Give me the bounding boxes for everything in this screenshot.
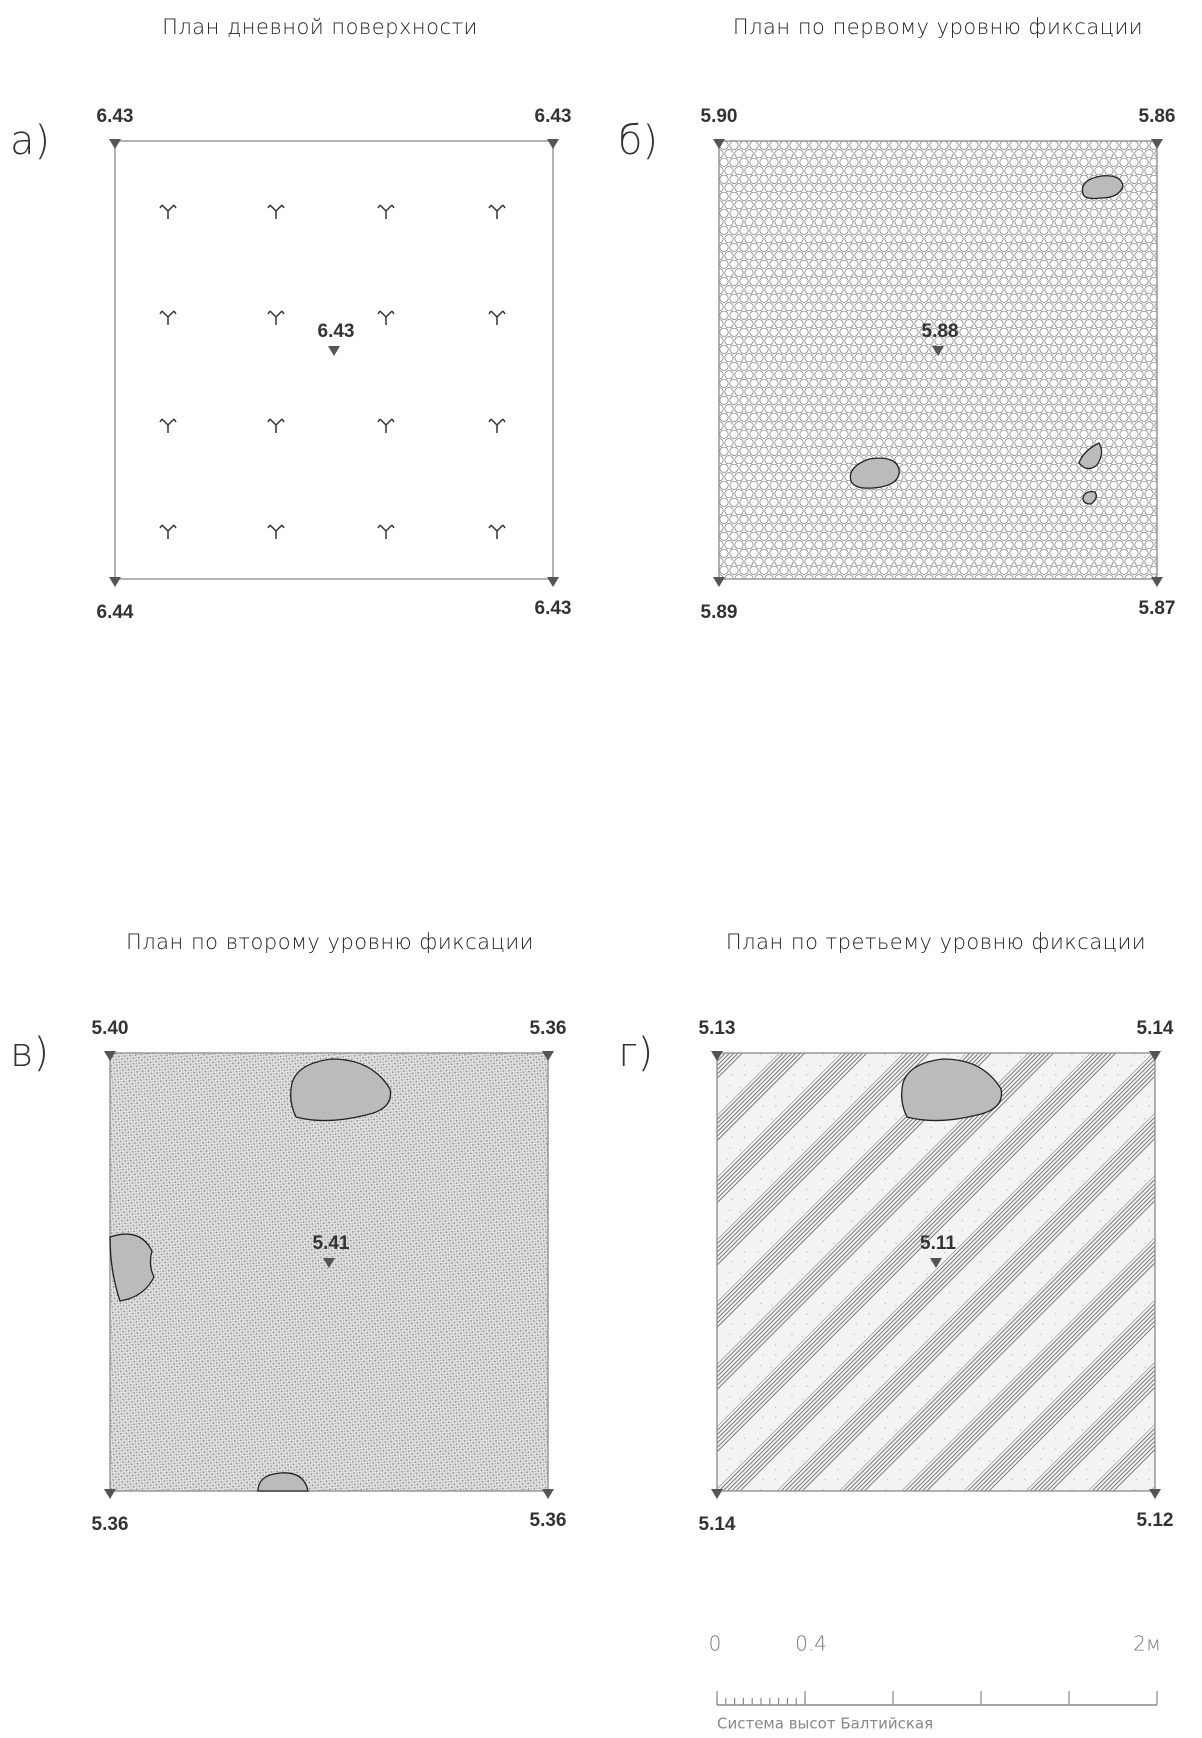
- vegetation-symbol: [267, 524, 285, 539]
- vegetation-symbol: [377, 204, 395, 219]
- vegetation-symbol: [267, 418, 285, 433]
- panel-letter: в): [10, 1030, 49, 1076]
- corner-elevation: 6.43: [535, 598, 572, 619]
- scale-label: 0: [709, 1632, 722, 1656]
- vegetation-symbol: [488, 310, 506, 325]
- scale-bar: 0 0.4 2м Система высот Балтийская: [709, 1632, 1161, 1733]
- corner-elevation: 5.14: [699, 1514, 736, 1535]
- panel-title: План по третьему уровню фиксации: [726, 930, 1146, 954]
- scale-label: 2м: [1133, 1632, 1161, 1656]
- elevation-marker: [1151, 577, 1163, 587]
- panel-letter: а): [10, 118, 50, 164]
- elevation-marker: [1149, 1489, 1161, 1499]
- stone: [849, 457, 900, 489]
- vegetation-symbol: [377, 310, 395, 325]
- elevation-marker: [109, 139, 121, 149]
- panel-letter: г): [618, 1030, 653, 1076]
- elevation-marker: [930, 1258, 942, 1268]
- vegetation-symbol: [159, 204, 177, 219]
- vegetation-symbol: [159, 524, 177, 539]
- elevation-marker: [104, 1489, 116, 1499]
- elevation-marker: [542, 1489, 554, 1499]
- vegetation-symbol: [377, 418, 395, 433]
- corner-elevation: 5.12: [1137, 1510, 1174, 1531]
- elevation-marker: [323, 1258, 335, 1268]
- corner-elevation: 5.40: [92, 1018, 129, 1039]
- stone: [1078, 442, 1103, 470]
- plan-area: [718, 140, 1158, 580]
- corner-elevation: 5.36: [92, 1514, 129, 1535]
- corner-elevation: 6.43: [535, 106, 572, 127]
- corner-elevation: 5.13: [699, 1018, 736, 1039]
- elevation-marker: [328, 346, 340, 356]
- vegetation-symbol: [488, 204, 506, 219]
- plan-panel: 6.43 6.43 6.44 6.43 6.43: [97, 106, 572, 623]
- vegetation-symbol: [488, 524, 506, 539]
- vegetation-symbol: [267, 310, 285, 325]
- elevation-marker: [711, 1051, 723, 1061]
- center-elevation: 6.43: [318, 321, 355, 342]
- panel-letter: б): [618, 118, 658, 164]
- elevation-marker: [547, 139, 559, 149]
- stone: [109, 1233, 155, 1302]
- elevation-marker: [104, 1051, 116, 1061]
- elevation-marker: [1149, 1051, 1161, 1061]
- elevation-marker: [713, 577, 725, 587]
- plan-panel: 5.40 5.36 5.36 5.36 5.41: [92, 1018, 567, 1535]
- elevation-marker: [547, 577, 559, 587]
- center-elevation: 5.41: [313, 1233, 350, 1254]
- elevation-marker: [542, 1051, 554, 1061]
- scale-caption: Система высот Балтийская: [717, 1715, 933, 1733]
- panel-title: План по первому уровню фиксации: [733, 15, 1143, 39]
- vegetation-symbol: [159, 310, 177, 325]
- elevation-marker: [932, 346, 944, 356]
- corner-elevation: 6.43: [97, 106, 134, 127]
- corner-elevation: 5.90: [701, 106, 738, 127]
- stone: [901, 1058, 1003, 1122]
- vegetation-symbol: [377, 524, 395, 539]
- center-elevation: 5.11: [920, 1233, 956, 1254]
- elevation-marker: [109, 577, 121, 587]
- center-elevation: 5.88: [922, 321, 959, 342]
- vegetation-symbol: [267, 204, 285, 219]
- corner-elevation: 5.86: [1139, 106, 1176, 127]
- stone: [1081, 175, 1124, 200]
- plan-area: [109, 1052, 549, 1492]
- stone: [257, 1472, 309, 1492]
- scale-label: 0.4: [795, 1632, 827, 1656]
- corner-elevation: 5.14: [1137, 1018, 1174, 1039]
- plan-panel: 5.13 5.14 5.14 5.12 5.11: [699, 1018, 1174, 1535]
- vegetation-symbol: [488, 418, 506, 433]
- vegetation-symbol: [159, 418, 177, 433]
- panel-title: План по второму уровню фиксации: [126, 930, 534, 954]
- plan-area: [114, 140, 554, 580]
- elevation-marker: [713, 139, 725, 149]
- elevation-marker: [1151, 139, 1163, 149]
- corner-elevation: 5.87: [1139, 598, 1176, 619]
- corner-elevation: 5.36: [530, 1018, 567, 1039]
- stone: [1082, 490, 1097, 505]
- stone: [290, 1058, 392, 1122]
- elevation-marker: [711, 1489, 723, 1499]
- plan-panel: 5.90 5.86 5.89 5.87 5.88: [701, 106, 1176, 623]
- corner-elevation: 6.44: [97, 602, 134, 623]
- corner-elevation: 5.36: [530, 1510, 567, 1531]
- plan-area: [716, 1052, 1156, 1492]
- panel-title: План дневной поверхности: [162, 15, 478, 39]
- corner-elevation: 5.89: [701, 602, 738, 623]
